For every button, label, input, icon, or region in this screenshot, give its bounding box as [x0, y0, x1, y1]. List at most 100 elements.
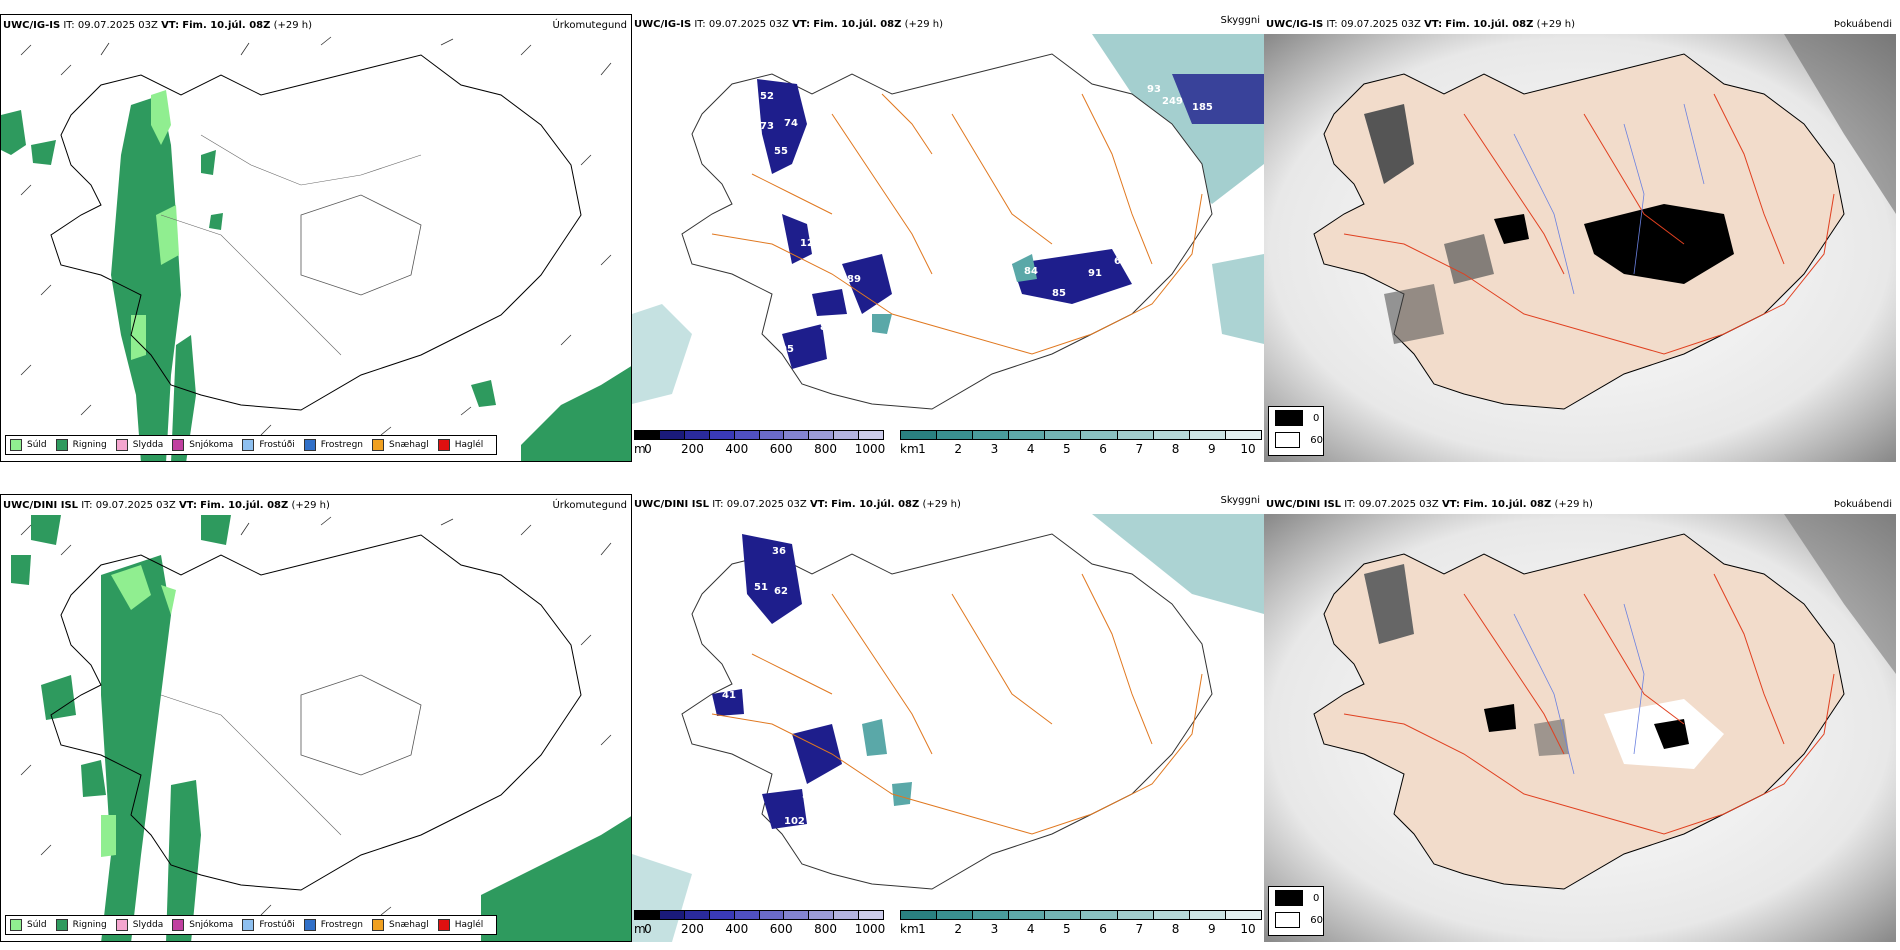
- panel-header: UWC/IG-IS IT: 09.07.2025 03Z VT: Fim. 10…: [634, 19, 943, 30]
- colorbar-segment: [937, 431, 974, 439]
- colorbar-segment: [759, 431, 785, 439]
- colorbar-tick-label: 2: [954, 922, 963, 936]
- cloud-base-value-label: 84: [1024, 266, 1038, 277]
- colorbar-segment: [1117, 911, 1154, 919]
- precip-type-panel-top[interactable]: UWC/IG-IS IT: 09.07.2025 03Z VT: Fim. 10…: [0, 14, 632, 462]
- legend-swatch: [172, 919, 185, 931]
- colorbar-segment: [659, 431, 685, 439]
- colorbar-unit: m: [634, 442, 646, 456]
- cloud-base-colorbar: m 0 200 400 600 800 1000: [634, 430, 885, 460]
- colorbar-strip: [634, 430, 884, 440]
- cloud-base-value-label: 91: [1088, 268, 1102, 279]
- legend-item: Frostúði: [242, 919, 295, 931]
- panel-header: UWC/DINI ISL IT: 09.07.2025 03Z VT: Fim.…: [3, 500, 330, 511]
- colorbar-segment: [973, 431, 1010, 439]
- cloud-base-value-label: 30: [822, 774, 836, 785]
- cloud-visibility-panel-bottom[interactable]: UWC/DINI ISL IT: 09.07.2025 03Z VT: Fim.…: [632, 494, 1264, 942]
- panel-type-label: Úrkomutegund: [552, 500, 627, 511]
- colorbar-segment: [734, 431, 760, 439]
- colorbar-tick-label: 0: [644, 442, 652, 456]
- colorbar-tick-label: 5: [1063, 442, 1071, 456]
- colorbar-tick-label: 600: [769, 922, 793, 936]
- colorbar-segment: [635, 911, 660, 919]
- cloud-base-value-label: 67: [1114, 256, 1128, 267]
- cloud-base-value-label: 62: [774, 586, 788, 597]
- cloud-base-value-label: 83: [820, 322, 834, 333]
- colorbar-tick-label: 200: [680, 442, 704, 456]
- cloud-base-value-label: 58: [802, 790, 816, 801]
- fog-legend: 0 60: [1268, 406, 1324, 456]
- colorbar-tick-label: 400: [725, 922, 749, 936]
- colorbar-tick-label: 1000: [854, 922, 886, 936]
- fog-legend-swatch: [1275, 912, 1301, 928]
- legend-label: Slydda: [132, 440, 164, 450]
- legend-label: Snjókoma: [189, 440, 234, 450]
- fog-map[interactable]: [1264, 494, 1896, 942]
- colorbar-segment: [1009, 431, 1046, 439]
- fog-legend-swatch: [1275, 890, 1303, 906]
- panel-header: UWC/IG-IS IT: 09.07.2025 03Z VT: Fim. 10…: [3, 20, 312, 31]
- cloud-base-value-label: 36: [772, 546, 786, 557]
- precip-map[interactable]: [1, 495, 632, 942]
- colorbar-segment: [834, 911, 860, 919]
- cloud-base-value-label: 102: [784, 816, 805, 827]
- colorbar-tick-label: 9: [1207, 922, 1216, 936]
- colorbar-tick-label: 4: [1026, 442, 1035, 456]
- legend-swatch: [437, 439, 450, 451]
- cloud-base-value-label: 120: [800, 238, 821, 249]
- panel-type-label: Skyggni: [1220, 15, 1260, 26]
- legend-swatch: [242, 439, 255, 451]
- cloud-base-value-label: 51: [754, 582, 768, 593]
- panel-type-label: Þokuábendi: [1833, 499, 1892, 510]
- legend-label: Haglél: [454, 920, 484, 930]
- fog-legend-row: 0: [1269, 407, 1323, 429]
- colorbar-segment: [784, 431, 810, 439]
- colorbar-tick-label: 2: [954, 442, 963, 456]
- colorbar-segment: [1189, 431, 1226, 439]
- legend-item: Slydda: [115, 439, 164, 451]
- legend-label: Rigning: [72, 440, 107, 450]
- legend-label: Frostregn: [320, 920, 364, 930]
- precip-type-legend: Súld Rigning Slydda Snjókoma Frostúði Frostre…: [5, 915, 498, 935]
- legend-label: Snæhagl: [389, 440, 429, 450]
- cloud-base-value-label: 73: [760, 121, 774, 132]
- fog-indicator-panel-top[interactable]: UWC/IG-IS IT: 09.07.2025 03Z VT: Fim. 10…: [1264, 14, 1896, 462]
- colorbar-segment: [901, 431, 938, 439]
- precip-type-panel-bottom[interactable]: UWC/DINI ISL IT: 09.07.2025 03Z VT: Fim.…: [0, 494, 632, 942]
- colorbar-segment: [709, 431, 735, 439]
- fog-legend-row: 60: [1269, 909, 1323, 931]
- colorbar-segment: [809, 911, 835, 919]
- fog-indicator-panel-bottom[interactable]: UWC/DINI ISL IT: 09.07.2025 03Z VT: Fim.…: [1264, 494, 1896, 942]
- cloud-base-value-label: 52: [760, 91, 774, 102]
- cloud-base-value-label: 35: [847, 733, 861, 744]
- colorbar-segment: [659, 911, 685, 919]
- fog-legend-value: 60: [1310, 914, 1323, 926]
- precip-map[interactable]: [1, 15, 632, 462]
- legend-item: Rigning: [55, 439, 107, 451]
- colorbar-segment: [759, 911, 785, 919]
- fog-map[interactable]: [1264, 14, 1896, 462]
- legend-swatch: [115, 439, 128, 451]
- cloud-base-value-label: 85: [1052, 288, 1066, 299]
- legend-label: Súld: [27, 440, 47, 450]
- colorbar-tick-label: 9: [1207, 442, 1216, 456]
- panel-type-label: Skyggni: [1220, 495, 1260, 506]
- colorbar-segment: [901, 911, 938, 919]
- colorbar-segment: [1045, 911, 1082, 919]
- colorbar-tick-label: 3: [990, 922, 999, 936]
- colorbar-segment: [1225, 911, 1261, 919]
- legend-swatch: [55, 919, 68, 931]
- legend-label: Snjókoma: [189, 920, 234, 930]
- legend-label: Haglél: [454, 440, 484, 450]
- cloud-visibility-panel-top[interactable]: UWC/IG-IS IT: 09.07.2025 03Z VT: Fim. 10…: [632, 14, 1264, 462]
- colorbar-tick-label: 800: [814, 442, 838, 456]
- cloud-base-value-label: 16: [820, 228, 834, 239]
- colorbar-unit: km: [900, 922, 919, 936]
- colorbar-tick-label: 200: [680, 922, 704, 936]
- visibility-colorbar: km 1 2 3 4 5 6 7 8 9 10: [900, 910, 1262, 940]
- colorbar-segment: [734, 911, 760, 919]
- colorbar-segment: [1045, 431, 1082, 439]
- panel-header: UWC/DINI ISL IT: 09.07.2025 03Z VT: Fim.…: [634, 499, 961, 510]
